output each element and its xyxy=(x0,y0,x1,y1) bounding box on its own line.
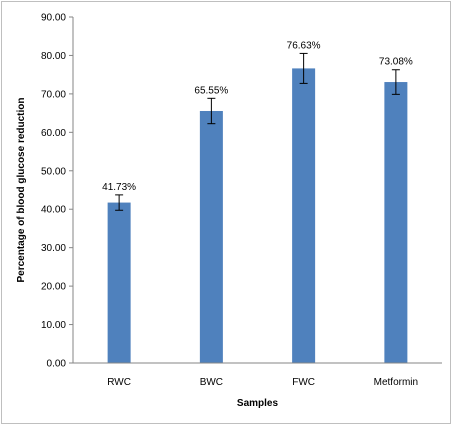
y-tick-label: 30.00 xyxy=(41,243,66,254)
error-bar-metformin xyxy=(391,69,400,95)
error-bar-rwc xyxy=(115,194,124,211)
bars-group xyxy=(107,68,408,364)
y-tick-label: 60.00 xyxy=(41,128,66,139)
x-tick-label-rwc: RWC xyxy=(107,377,131,388)
y-tick-label: 70.00 xyxy=(41,89,66,100)
bar-rwc xyxy=(107,202,131,363)
x-tick-label-bwc: BWC xyxy=(200,377,223,388)
bar-metformin xyxy=(384,82,408,363)
y-axis-title: Percentage of blood glucose reduction xyxy=(16,97,27,282)
error-bars-group xyxy=(115,52,400,211)
x-axis-title: Samples xyxy=(237,398,279,409)
x-axis-ticks: RWC BWC FWC Metformin xyxy=(107,377,418,388)
error-bar-fwc xyxy=(299,52,308,84)
data-label-rwc: 41.73% xyxy=(102,182,136,193)
bar-bwc xyxy=(199,110,223,363)
y-tick-label: 10.00 xyxy=(41,320,66,331)
bar-fwc xyxy=(292,68,316,364)
y-tick-label: 40.00 xyxy=(41,205,66,216)
x-tick-label-fwc: FWC xyxy=(292,377,315,388)
y-axis-ticks: 0.00 10.00 20.00 30.00 40.00 50.00 60.00 70.00 8… xyxy=(41,13,73,370)
y-tick-label: 80.00 xyxy=(41,51,66,62)
data-label-metformin: 73.08% xyxy=(379,57,413,68)
data-labels-group: 41.73% 65.55% 76.63% 73.08% xyxy=(102,40,413,192)
data-label-fwc: 76.63% xyxy=(287,40,321,51)
data-label-bwc: 65.55% xyxy=(194,85,228,96)
error-bar-bwc xyxy=(207,97,216,125)
y-tick-label: 50.00 xyxy=(41,166,66,177)
x-tick-label-metformin: Metformin xyxy=(374,377,418,388)
y-tick-label: 90.00 xyxy=(41,13,66,24)
y-tick-label: 20.00 xyxy=(41,282,66,293)
y-tick-label: 0.00 xyxy=(47,359,67,370)
